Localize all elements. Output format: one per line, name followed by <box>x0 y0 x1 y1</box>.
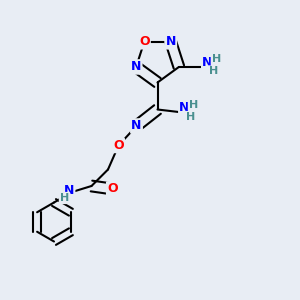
Text: H: H <box>186 112 195 122</box>
Text: N: N <box>202 56 213 69</box>
Text: N: N <box>166 35 176 48</box>
Text: H: H <box>60 193 69 203</box>
Text: H: H <box>189 100 198 110</box>
Text: H: H <box>209 67 218 76</box>
Text: N: N <box>64 184 74 197</box>
Text: N: N <box>179 101 190 115</box>
Text: O: O <box>139 35 150 48</box>
Text: N: N <box>131 61 141 74</box>
Text: H: H <box>212 55 221 64</box>
Text: N: N <box>131 119 142 133</box>
Text: O: O <box>113 139 124 152</box>
Text: O: O <box>107 182 118 196</box>
